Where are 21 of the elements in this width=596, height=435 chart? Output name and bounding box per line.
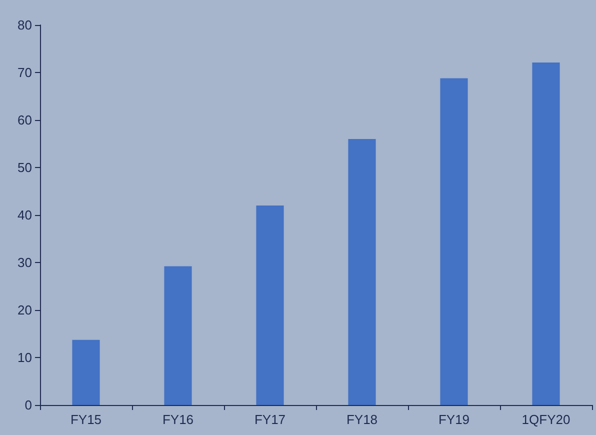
bar — [72, 340, 100, 405]
y-tick-label: 60 — [18, 112, 32, 128]
bar — [348, 139, 376, 405]
y-tick-label: 40 — [18, 208, 32, 222]
bar — [256, 206, 284, 405]
y-tick-label: 10 — [18, 350, 32, 365]
bar — [532, 62, 560, 405]
y-tick-label: 20 — [18, 302, 32, 318]
x-tick-label: FY19 — [438, 412, 470, 427]
x-tick-label: FY17 — [254, 412, 286, 427]
x-tick-label: 1QFY20 — [522, 412, 570, 427]
y-tick-label: 30 — [18, 255, 32, 270]
x-tick-label: FY16 — [162, 412, 194, 427]
bar — [440, 78, 468, 405]
x-tick-label: FY15 — [70, 412, 102, 427]
y-tick-label: 0 — [24, 398, 32, 412]
x-tick-label: FY18 — [346, 412, 378, 427]
y-tick-label: 80 — [18, 18, 32, 32]
bar — [164, 266, 192, 405]
y-tick-label: 50 — [18, 160, 32, 175]
y-tick-label: 70 — [18, 65, 32, 80]
